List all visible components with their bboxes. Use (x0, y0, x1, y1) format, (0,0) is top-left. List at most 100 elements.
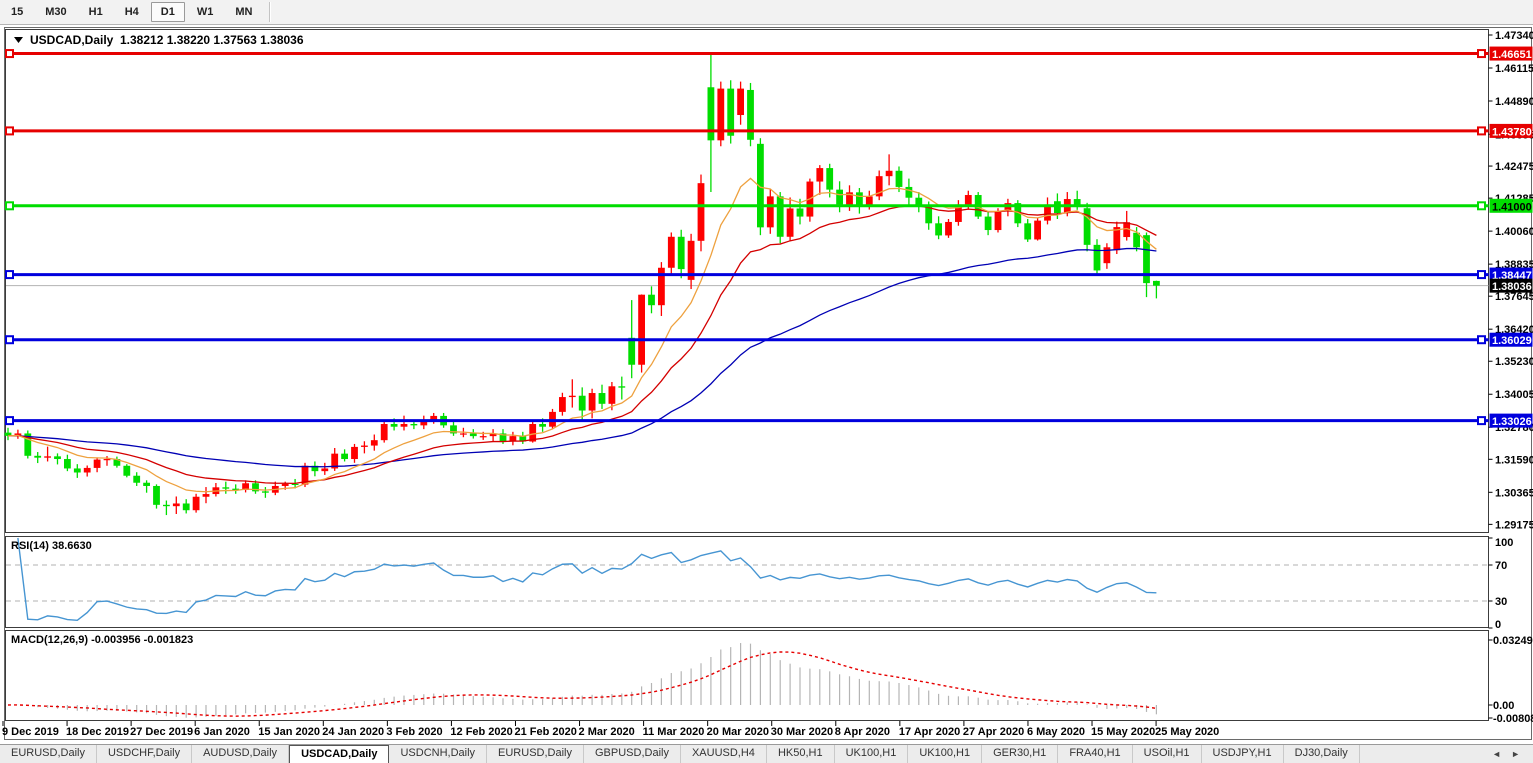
date-tick-label: 30 Mar 2020 (771, 726, 833, 738)
rsi-axis-tick: 0 (1495, 619, 1501, 631)
hline-left-anchor[interactable] (5, 270, 14, 280)
axis-badge-1.36029: 1.36029 (1489, 332, 1533, 347)
date-tick-label: 25 May 2020 (1155, 726, 1219, 738)
svg-text:1.31590: 1.31590 (1495, 454, 1533, 466)
date-tick-label: 9 Dec 2019 (2, 726, 59, 738)
date-tick-label: 2 Mar 2020 (579, 726, 635, 738)
macd-axis-tick: 0.032493 (1493, 635, 1533, 647)
chart-tab-usdjpy-14[interactable]: USDJPY,H1 (1202, 745, 1284, 763)
rsi-axis-tick: 100 (1495, 537, 1513, 549)
chart-tab-dj30-15[interactable]: DJ30,Daily (1284, 745, 1360, 763)
chart-tab-eurusd-0[interactable]: EURUSD,Daily (0, 745, 97, 763)
hline-left-anchor[interactable] (5, 335, 14, 345)
svg-text:1.40060: 1.40060 (1495, 226, 1533, 238)
macd-label: MACD(12,26,9) -0.003956 -0.001823 (11, 634, 193, 646)
chart-canvas[interactable]: 1.473401.461151.448901.436551.424751.412… (0, 25, 1533, 744)
date-axis: 9 Dec 2019 18 Dec 2019 27 Dec 2019 6 Jan 20… (2, 721, 1219, 738)
date-tick-label: 6 Jan 2020 (194, 726, 250, 738)
date-tick-label: 11 Mar 2020 (643, 726, 705, 738)
hline-right-anchor[interactable] (1477, 270, 1486, 280)
svg-text:1.37645: 1.37645 (1495, 291, 1533, 303)
hline-right-anchor[interactable] (1477, 416, 1486, 426)
timeframe-button-mn[interactable]: MN (235, 6, 253, 18)
tab-scroll-left-icon[interactable]: ◄ (1492, 749, 1502, 759)
price-axis: 1.473401.461151.448901.436551.424751.412… (1488, 30, 1533, 531)
date-tick-label: 18 Dec 2019 (66, 726, 129, 738)
chart-tab-usdcnh-4[interactable]: USDCNH,Daily (389, 745, 488, 763)
chart-tab-usdcad-3[interactable]: USDCAD,Daily (289, 745, 390, 763)
svg-text:1.34005: 1.34005 (1495, 389, 1533, 401)
date-tick-label: 12 Feb 2020 (450, 726, 512, 738)
chart-tab-uk100-10[interactable]: UK100,H1 (908, 745, 983, 763)
date-tick-label: 8 Apr 2020 (835, 726, 890, 738)
date-tick-label: 15 May 2020 (1091, 726, 1155, 738)
hline-right-anchor[interactable] (1477, 126, 1486, 136)
hline-left-anchor[interactable] (5, 201, 14, 211)
chart-tab-bar: EURUSD,Daily USDCHF,Daily AUDUSD,Daily USDC… (0, 744, 1533, 763)
chart-tab-audusd-2[interactable]: AUDUSD,Daily (192, 745, 290, 763)
toolbar-separator (269, 2, 272, 22)
hline-left-anchor[interactable] (5, 126, 14, 136)
price-panel (5, 29, 1489, 533)
rsi-axis-tick: 30 (1495, 596, 1507, 608)
date-tick-label: 27 Apr 2020 (963, 726, 1024, 738)
timeframe-toolbar: 15 M30 H1 H4 D1 W1 MN (0, 0, 1533, 25)
date-tick-label: 6 May 2020 (1027, 726, 1085, 738)
timeframe-button-h4[interactable]: H4 (124, 6, 139, 18)
svg-text:1.35230: 1.35230 (1495, 356, 1533, 368)
date-tick-label: 27 Dec 2019 (130, 726, 193, 738)
svg-text:1.29175: 1.29175 (1495, 519, 1533, 531)
ma-slow-line (7, 247, 1157, 468)
hline-left-anchor[interactable] (5, 416, 14, 426)
svg-text:1.41000: 1.41000 (1492, 201, 1532, 213)
timeframe-button-m30[interactable]: M30 (45, 6, 67, 18)
timeframe-button-d1[interactable]: D1 (150, 2, 185, 22)
svg-text:1.36029: 1.36029 (1492, 335, 1532, 347)
hline-right-anchor[interactable] (1477, 201, 1486, 211)
chart-window: 1.473401.461151.448901.436551.424751.412… (0, 25, 1533, 744)
chart-tab-ger30-11[interactable]: GER30,H1 (982, 745, 1059, 763)
timeframe-button-h1[interactable]: H1 (88, 6, 103, 18)
chart-title: USDCAD,Daily 1.38212 1.38220 1.37563 1.38… (14, 33, 304, 47)
hline-left-anchor[interactable] (5, 49, 14, 59)
ma-medium-line (7, 205, 1157, 485)
current-price-badge: 1.38036 (1489, 278, 1533, 293)
chart-tab-uk100-9[interactable]: UK100,H1 (835, 745, 909, 763)
tab-scroll-right-icon[interactable]: ► (1511, 749, 1520, 759)
chart-tab-usoil-13[interactable]: USOil,H1 (1133, 745, 1202, 763)
axis-badge-1.46651: 1.46651 (1489, 46, 1533, 61)
date-tick-label: 24 Jan 2020 (322, 726, 384, 738)
axis-badge-1.43780: 1.43780 (1489, 123, 1533, 138)
chart-tab-hk50-8[interactable]: HK50,H1 (767, 745, 835, 763)
symbol-label: USDCAD,Daily (30, 33, 114, 47)
svg-text:1.46651: 1.46651 (1492, 49, 1532, 61)
svg-text:1.47340: 1.47340 (1495, 30, 1533, 42)
axis-badge-1.33026: 1.33026 (1489, 413, 1533, 428)
hline-right-anchor[interactable] (1477, 49, 1486, 59)
date-tick-label: 20 Mar 2020 (707, 726, 769, 738)
rsi-panel (5, 536, 1489, 628)
rsi-axis-tick: 70 (1495, 560, 1507, 572)
svg-text:1.44890: 1.44890 (1495, 96, 1533, 108)
tab-scroll-nav: ◄ ► (1487, 745, 1533, 763)
timeframe-button-15[interactable]: 15 (11, 6, 24, 18)
chart-tab-usdchf-1[interactable]: USDCHF,Daily (97, 745, 193, 763)
timeframe-button-w1[interactable]: W1 (196, 6, 214, 18)
chart-tab-gbpusd-6[interactable]: GBPUSD,Daily (584, 745, 681, 763)
date-tick-label: 17 Apr 2020 (899, 726, 960, 738)
svg-text:1.46115: 1.46115 (1495, 63, 1533, 75)
chart-tab-fra40-12[interactable]: FRA40,H1 (1058, 745, 1133, 763)
chart-tab-eurusd-5[interactable]: EURUSD,Daily (487, 745, 584, 763)
symbol-dropdown-icon[interactable] (14, 37, 23, 43)
svg-text:1.43780: 1.43780 (1492, 126, 1532, 138)
chart-tab-xauusd-7[interactable]: XAUUSD,H4 (681, 745, 767, 763)
rsi-label: RSI(14) 38.6630 (11, 540, 92, 552)
hline-right-anchor[interactable] (1477, 335, 1486, 345)
date-tick-label: 3 Feb 2020 (386, 726, 442, 738)
macd-histogram (17, 643, 1158, 718)
svg-text:1.42475: 1.42475 (1495, 161, 1533, 173)
svg-text:1.30365: 1.30365 (1495, 487, 1533, 499)
macd-axis-tick: 0.00 (1493, 700, 1514, 712)
axis-badge-1.41000: 1.41000 (1489, 198, 1533, 213)
svg-text:1.33026: 1.33026 (1492, 416, 1532, 428)
